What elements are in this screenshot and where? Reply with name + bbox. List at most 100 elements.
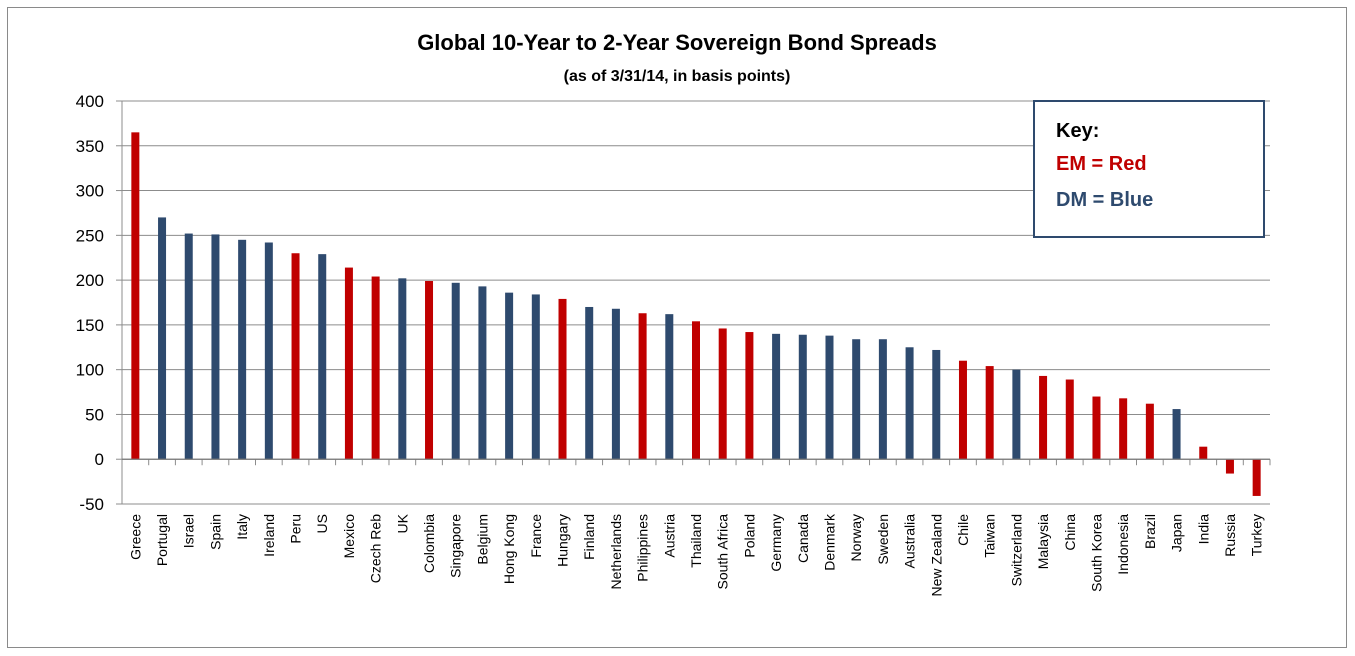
bar [531,294,540,460]
x-tick-label: Netherlands [608,514,624,590]
bar [611,308,620,460]
bar [1012,369,1021,460]
bar [878,339,887,460]
bar [1199,446,1208,460]
bar [558,298,567,460]
y-tick-label: 0 [95,450,104,469]
bar [638,313,647,460]
y-tick-label: 150 [76,316,104,335]
axes: 400 350 300 250 200 150 100 50 0 -50 Greece Portuga… [76,92,1271,597]
x-tick-label: Norway [848,514,864,561]
bar [291,253,300,460]
x-tick-label: Spain [207,514,223,550]
bar [451,282,460,460]
bar [425,281,434,460]
bar [772,333,781,460]
x-tick-label: Indonesia [1115,514,1131,575]
bar [718,328,727,460]
x-tick-label: US [314,514,330,533]
x-tick-label: Colombia [421,514,437,573]
legend-dm-label: DM = Blue [1056,189,1153,211]
x-tick-label: Switzerland [1008,514,1024,586]
bar [318,254,327,460]
x-tick-label: Sweden [875,514,891,565]
y-tick-label: 200 [76,271,104,290]
bars [131,132,1261,496]
y-tick-label: 250 [76,226,104,245]
x-tick-label: Italy [234,514,250,540]
x-tick-label: Portugal [154,514,170,566]
x-tick-label: Israel [181,514,197,548]
chart-title: Global 10-Year to 2-Year Sovereign Bond … [417,30,937,55]
bar [478,286,487,460]
x-tick-label: Malaysia [1035,514,1051,569]
y-tick-label: 350 [76,137,104,156]
y-tick-label: -50 [79,495,104,514]
bar [371,276,380,460]
x-tick-label: France [528,514,544,558]
x-tick-label: New Zealand [928,514,944,597]
x-tick-label: Greece [127,514,143,560]
bar [398,278,407,460]
bar [344,267,353,460]
bar [798,334,807,460]
bar [1172,409,1181,460]
bar [505,292,514,460]
legend-box [1033,100,1265,238]
x-tick-label: Russia [1222,514,1238,557]
x-tick-label: India [1195,514,1211,545]
x-tick-label: Philippines [635,514,651,582]
x-tick-label: Turkey [1249,514,1265,556]
x-tick-label: Thailand [688,514,704,568]
x-tick-label: Denmark [821,513,837,571]
bar [1252,459,1261,496]
bar [825,335,834,460]
bar [585,306,594,460]
bar [852,339,861,460]
legend-em-label: EM = Red [1056,153,1147,175]
y-tick-label: 400 [76,92,104,111]
bar [1145,403,1154,460]
x-tick-label: Brazil [1142,514,1158,549]
chart-subtitle: (as of 3/31/14, in basis points) [564,68,791,85]
bar [238,239,247,460]
bar [665,314,674,460]
x-tick-label: Mexico [341,514,357,559]
x-tick-label: Belgium [474,514,490,565]
x-tick-label: South Africa [715,514,731,590]
x-tick-label: Austria [661,514,677,558]
legend-key: Key: EM = Red DM = Blue [1033,100,1265,238]
x-tick-label: Hong Kong [501,514,517,584]
x-tick-label: UK [394,513,410,533]
bar [1092,396,1101,460]
x-tick-label: Hungary [555,514,571,567]
bar [211,234,220,460]
legend-title: Key: [1056,120,1099,142]
x-tick-label: Canada [795,514,811,563]
x-tick-label: Taiwan [982,514,998,558]
x-tick-label: Ireland [261,514,277,557]
bar [264,242,273,460]
x-tick-label: Australia [902,514,918,569]
bar [932,349,941,460]
bar [1225,459,1234,474]
x-tick-label: China [1062,514,1078,551]
bar [1065,379,1074,460]
bar [692,321,700,460]
bar [985,366,994,460]
x-tick-label: Finland [581,514,597,560]
x-tick-label: Singapore [448,514,464,578]
bar [1119,398,1128,460]
x-tick-label: Peru [288,514,304,544]
bar [158,217,167,460]
x-tick-label: South Korea [1088,514,1104,592]
bar [745,332,754,460]
bar [131,132,140,460]
x-tick-label: Germany [768,514,784,572]
x-tick-label: Chile [955,514,971,546]
bar [958,360,967,460]
x-tick-label: Czech Reb [368,514,384,583]
bar [1039,375,1048,460]
y-tick-label: 50 [85,405,104,424]
